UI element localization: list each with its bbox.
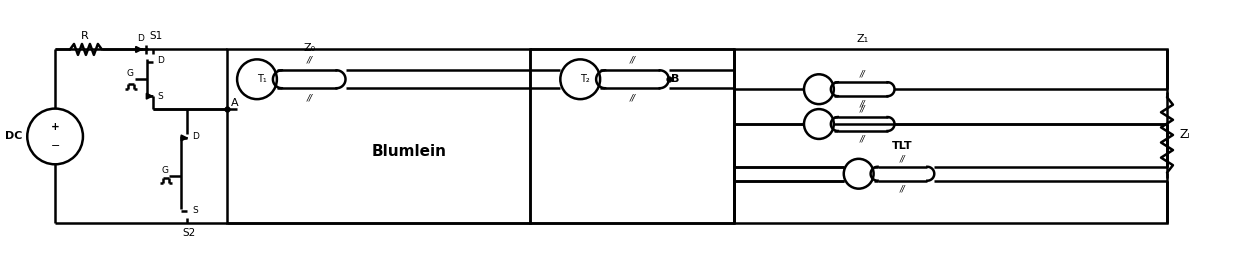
Text: //: // <box>859 100 866 109</box>
Text: D: D <box>157 56 164 65</box>
Circle shape <box>843 159 874 189</box>
Text: TLT: TLT <box>892 141 913 151</box>
Text: S1: S1 <box>149 31 162 41</box>
Text: A: A <box>232 98 239 108</box>
Bar <box>734 50 1167 224</box>
Text: T₁: T₁ <box>257 74 267 84</box>
Text: G: G <box>126 69 133 78</box>
Text: //: // <box>859 70 866 79</box>
Bar <box>227 50 531 224</box>
Text: DC: DC <box>5 132 22 141</box>
Bar <box>531 50 734 224</box>
Text: //: // <box>306 56 312 65</box>
Circle shape <box>804 109 833 139</box>
Text: B: B <box>671 74 678 84</box>
Text: //: // <box>899 154 905 163</box>
Text: //: // <box>899 184 905 193</box>
Text: S: S <box>192 206 198 215</box>
Text: R: R <box>81 31 89 41</box>
Text: S: S <box>157 92 164 101</box>
Text: //: // <box>630 56 635 65</box>
Text: //: // <box>859 105 866 114</box>
Text: D: D <box>138 34 144 43</box>
Text: +: + <box>51 121 60 132</box>
Circle shape <box>804 74 833 104</box>
Text: G: G <box>161 166 167 175</box>
Text: D: D <box>192 132 198 141</box>
Text: Zₗ: Zₗ <box>1179 129 1190 141</box>
Text: //: // <box>859 134 866 144</box>
Circle shape <box>560 59 600 99</box>
Text: Z₀: Z₀ <box>303 43 315 53</box>
Text: T₂: T₂ <box>580 74 590 84</box>
Text: S2: S2 <box>182 228 196 239</box>
Circle shape <box>237 59 277 99</box>
Text: //: // <box>630 94 635 103</box>
Circle shape <box>27 109 83 164</box>
Text: //: // <box>306 94 312 103</box>
Text: Blumlein: Blumlein <box>371 144 446 159</box>
Text: Z₁: Z₁ <box>857 35 869 44</box>
Text: −: − <box>51 141 60 151</box>
